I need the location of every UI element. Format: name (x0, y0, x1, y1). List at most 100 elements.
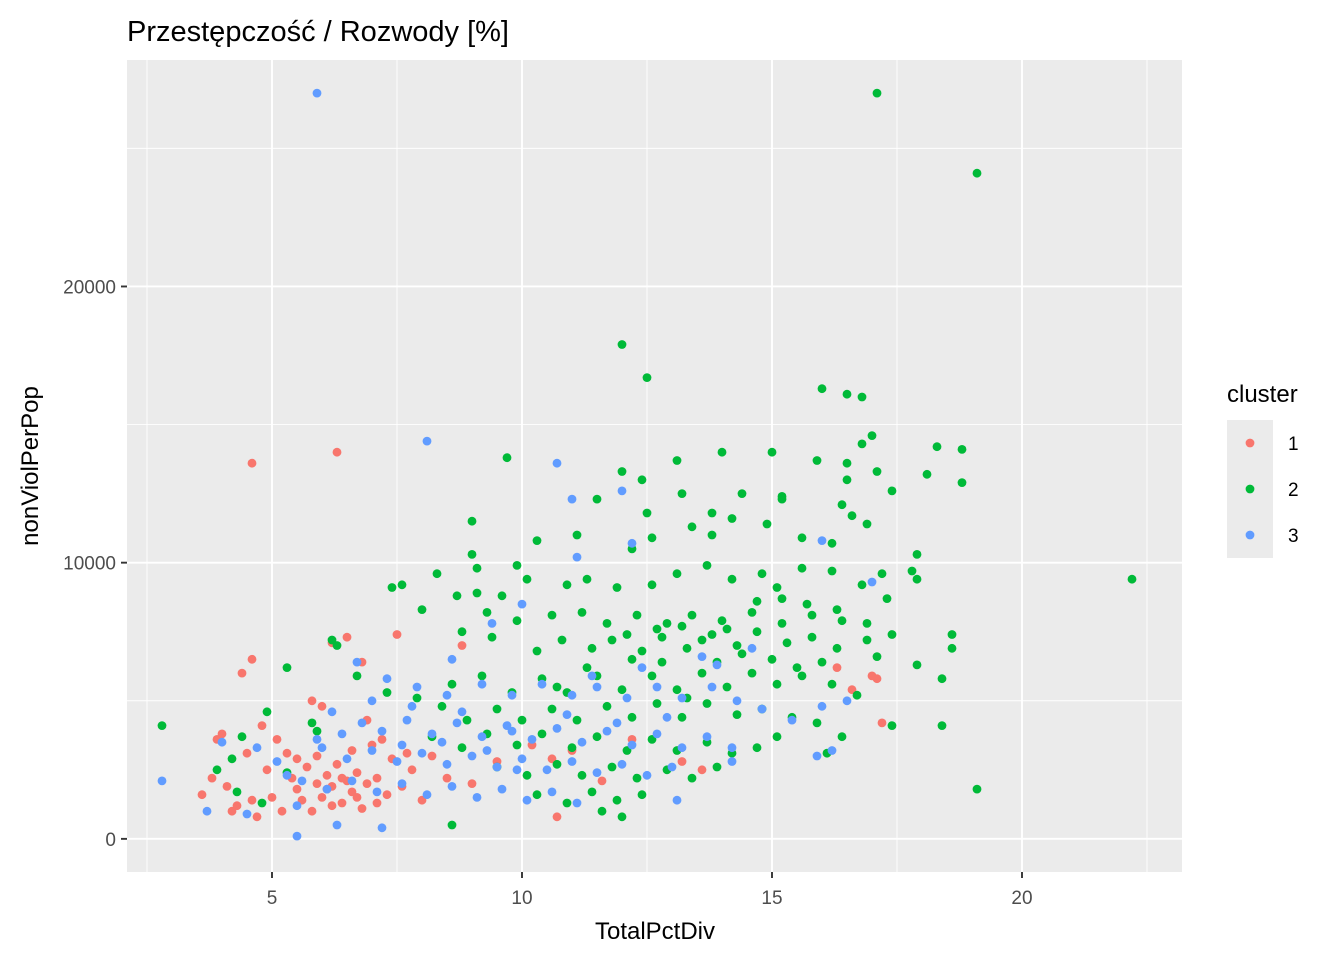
data-point-cluster-3 (617, 759, 627, 769)
data-point-cluster-2 (792, 663, 802, 672)
data-point-cluster-3 (372, 787, 382, 797)
data-point-cluster-1 (677, 757, 687, 766)
data-point-cluster-2 (417, 605, 427, 614)
data-point-cluster-2 (397, 580, 407, 590)
data-point-cluster-2 (672, 569, 682, 579)
data-point-cluster-3 (317, 743, 327, 753)
data-point-cluster-2 (872, 88, 882, 98)
data-point-cluster-2 (907, 566, 917, 576)
data-point-cluster-3 (592, 682, 602, 692)
x-tick-label: 15 (761, 888, 782, 909)
data-point-cluster-3 (442, 690, 452, 700)
data-point-cluster-2 (1127, 574, 1137, 584)
data-point-cluster-1 (552, 812, 562, 822)
data-point-cluster-3 (472, 793, 482, 802)
data-point-cluster-2 (732, 710, 742, 719)
data-point-cluster-2 (877, 569, 887, 579)
data-point-cluster-2 (627, 654, 637, 664)
data-point-cluster-1 (832, 663, 842, 672)
data-point-cluster-1 (247, 458, 257, 468)
data-point-cluster-2 (922, 469, 932, 479)
data-point-cluster-2 (557, 635, 567, 645)
data-point-cluster-3 (612, 718, 622, 728)
axis-ticks (121, 285, 1023, 878)
data-point-cluster-2 (647, 533, 657, 543)
data-point-cluster-2 (307, 718, 317, 728)
data-point-cluster-1 (342, 632, 352, 642)
data-point-cluster-3 (342, 754, 352, 764)
data-point-cluster-3 (242, 809, 252, 819)
y-axis-title: nonViolPerPop (17, 386, 44, 546)
data-point-cluster-3 (412, 682, 422, 692)
data-point-cluster-2 (642, 373, 652, 382)
data-point-cluster-2 (552, 759, 562, 769)
data-point-cluster-2 (747, 608, 757, 617)
data-point-cluster-1 (337, 773, 347, 783)
data-point-cluster-2 (607, 635, 617, 645)
tick-labels: 5 10 15 20 0 10000 20000 (63, 277, 1032, 909)
data-point-cluster-3 (157, 776, 167, 786)
data-point-cluster-2 (807, 632, 817, 642)
data-point-cluster-1 (352, 768, 362, 777)
data-point-cluster-1 (347, 746, 357, 755)
data-point-cluster-2 (832, 643, 842, 653)
data-point-cluster-2 (857, 439, 867, 449)
data-point-cluster-2 (697, 668, 707, 678)
data-point-cluster-2 (612, 795, 622, 805)
data-point-cluster-3 (477, 732, 487, 742)
data-point-cluster-2 (522, 770, 532, 780)
data-point-cluster-1 (247, 654, 257, 664)
data-point-cluster-2 (732, 641, 742, 650)
y-tick-label: 0 (105, 830, 116, 851)
data-point-cluster-3 (382, 674, 392, 684)
data-point-cluster-2 (532, 790, 542, 800)
data-point-cluster-2 (617, 340, 627, 349)
data-point-cluster-3 (817, 701, 827, 711)
data-point-cluster-2 (472, 563, 482, 573)
data-point-cluster-2 (532, 646, 542, 656)
data-point-cluster-1 (267, 793, 277, 802)
data-point-cluster-3 (672, 795, 682, 805)
data-point-cluster-2 (627, 712, 637, 722)
legend-label: 1 (1288, 434, 1299, 455)
data-point-cluster-2 (582, 663, 592, 672)
data-point-cluster-2 (862, 619, 872, 628)
data-point-cluster-3 (512, 765, 522, 775)
data-point-cluster-2 (937, 674, 947, 684)
data-point-cluster-3 (587, 671, 597, 681)
data-point-cluster-1 (467, 779, 477, 788)
data-point-cluster-3 (842, 696, 852, 706)
data-point-cluster-3 (312, 88, 322, 98)
data-point-cluster-2 (637, 646, 647, 656)
data-point-cluster-2 (332, 641, 342, 650)
data-point-cluster-2 (797, 671, 807, 681)
data-point-cluster-2 (857, 580, 867, 590)
data-point-cluster-1 (362, 779, 372, 788)
data-point-cluster-1 (332, 759, 342, 769)
data-point-cluster-2 (487, 632, 497, 642)
data-point-cluster-1 (392, 630, 402, 639)
data-point-cluster-1 (217, 729, 227, 739)
data-point-cluster-3 (572, 552, 582, 562)
data-point-cluster-1 (317, 701, 327, 711)
data-point-cluster-2 (937, 721, 947, 730)
data-point-cluster-2 (432, 569, 442, 579)
data-point-cluster-2 (517, 715, 527, 725)
data-point-cluster-2 (747, 668, 757, 678)
data-point-cluster-3 (392, 757, 402, 766)
data-point-cluster-2 (532, 536, 542, 545)
data-point-cluster-2 (602, 701, 612, 711)
data-point-cluster-2 (677, 489, 687, 498)
data-point-cluster-2 (887, 630, 897, 639)
data-point-cluster-3 (712, 660, 722, 670)
data-point-cluster-3 (622, 693, 632, 703)
data-point-cluster-3 (397, 779, 407, 788)
data-point-cluster-2 (727, 514, 737, 523)
data-point-cluster-2 (537, 729, 547, 739)
data-point-cluster-2 (437, 701, 447, 711)
data-point-cluster-1 (322, 770, 332, 780)
data-point-cluster-3 (467, 751, 477, 761)
data-point-cluster-1 (327, 801, 337, 811)
data-point-cluster-2 (772, 679, 782, 689)
data-point-cluster-2 (752, 596, 762, 606)
